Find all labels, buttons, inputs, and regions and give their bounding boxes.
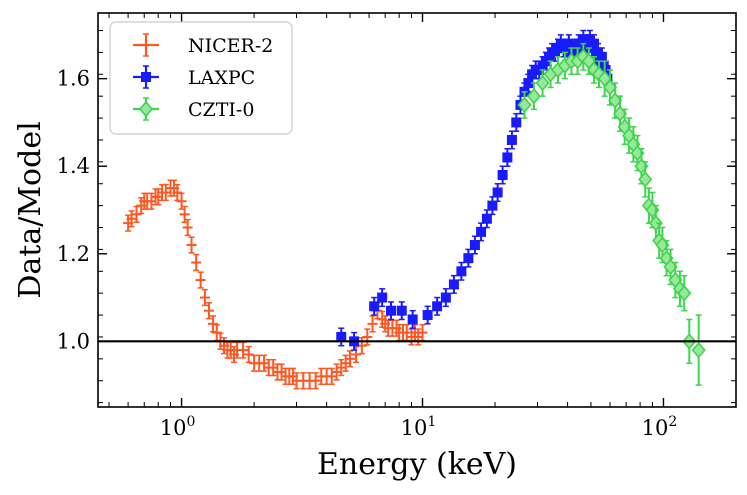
legend-marker [141, 72, 151, 82]
data-point [682, 318, 697, 364]
data-point [638, 161, 653, 198]
x-tick-label: 100 [160, 414, 196, 440]
data-point [691, 314, 706, 386]
data-point [448, 274, 459, 294]
x-tick-exp: 0 [186, 414, 195, 430]
marker [463, 253, 474, 264]
marker [506, 134, 517, 145]
data-point [526, 82, 541, 111]
series-nicer-2 [123, 179, 428, 390]
legend-label: CZTI-0 [188, 99, 254, 121]
data-point [407, 309, 418, 329]
data-point [182, 218, 193, 237]
data-point [191, 253, 202, 272]
legend-box [109, 21, 293, 135]
marker [432, 301, 443, 312]
marker [535, 74, 550, 92]
y-tick-label: 1.2 [57, 242, 90, 266]
data-point [367, 315, 378, 333]
legend: NICER-2 LAXPC CZTI-0 [109, 21, 293, 135]
marker [377, 292, 388, 303]
legend-item-czti-0: CZTI-0 [133, 97, 254, 121]
data-point [396, 301, 407, 321]
data-point [517, 91, 532, 119]
marker [456, 266, 467, 277]
data-point [344, 350, 355, 368]
legend-item-laxpc: LAXPC [133, 65, 255, 89]
data-point [432, 296, 443, 316]
y-tick-label: 1.6 [57, 67, 90, 91]
marker [602, 79, 618, 96]
marker [511, 117, 522, 128]
data-point [336, 327, 347, 347]
legend-label: NICER-2 [188, 35, 273, 57]
data-point [204, 302, 215, 320]
series-czti-0 [517, 42, 706, 386]
x-tick-base: 10 [160, 416, 187, 440]
marker [526, 87, 541, 105]
marker [523, 78, 534, 89]
marker [440, 292, 451, 303]
data-point [481, 209, 492, 229]
y-tick-label: 1.0 [57, 329, 90, 353]
marker [677, 284, 692, 302]
x-tick-label: 102 [642, 414, 678, 440]
marker [369, 301, 380, 312]
data-point [310, 372, 321, 390]
marker [476, 226, 487, 237]
data-point [304, 372, 315, 390]
data-point [386, 301, 397, 321]
data-point [655, 226, 670, 264]
marker [469, 240, 480, 251]
marker [481, 213, 492, 224]
marker [422, 310, 433, 321]
data-point [176, 192, 187, 210]
data-point [422, 305, 433, 325]
data-point [677, 274, 692, 312]
marker [386, 305, 397, 316]
y-tick-label: 1.4 [57, 154, 90, 178]
marker [407, 314, 418, 325]
data-point [199, 288, 210, 307]
data-point [506, 130, 517, 150]
plot-frame [97, 12, 737, 408]
marker [691, 341, 706, 359]
legend-marker [138, 100, 154, 118]
marker [638, 171, 653, 188]
data-point [179, 205, 190, 224]
marker [502, 152, 513, 163]
marker [336, 331, 347, 342]
data-point [195, 271, 206, 289]
data-point [186, 236, 197, 254]
data-point [535, 69, 550, 97]
data-point [369, 296, 380, 316]
data-point [440, 288, 451, 308]
x-axis-label: Energy (keV) [317, 447, 517, 482]
data-point [336, 358, 347, 377]
x-tick-exp: 1 [427, 414, 436, 430]
x-tick-label: 101 [401, 414, 437, 440]
data-point [377, 288, 388, 308]
legend-label: LAXPC [188, 67, 255, 89]
series-layer [123, 29, 706, 390]
data-point [291, 372, 302, 390]
marker [448, 279, 459, 290]
x-tick-base: 10 [401, 416, 428, 440]
marker [517, 96, 532, 114]
marker [487, 200, 498, 211]
marker [497, 169, 508, 180]
x-tick-base: 10 [642, 416, 669, 440]
marker [492, 187, 503, 198]
x-tick-exp: 2 [668, 414, 677, 430]
legend-item-nicer-2: NICER-2 [133, 33, 273, 57]
y-axis-label: Data/Model [13, 121, 48, 298]
marker [396, 305, 407, 316]
